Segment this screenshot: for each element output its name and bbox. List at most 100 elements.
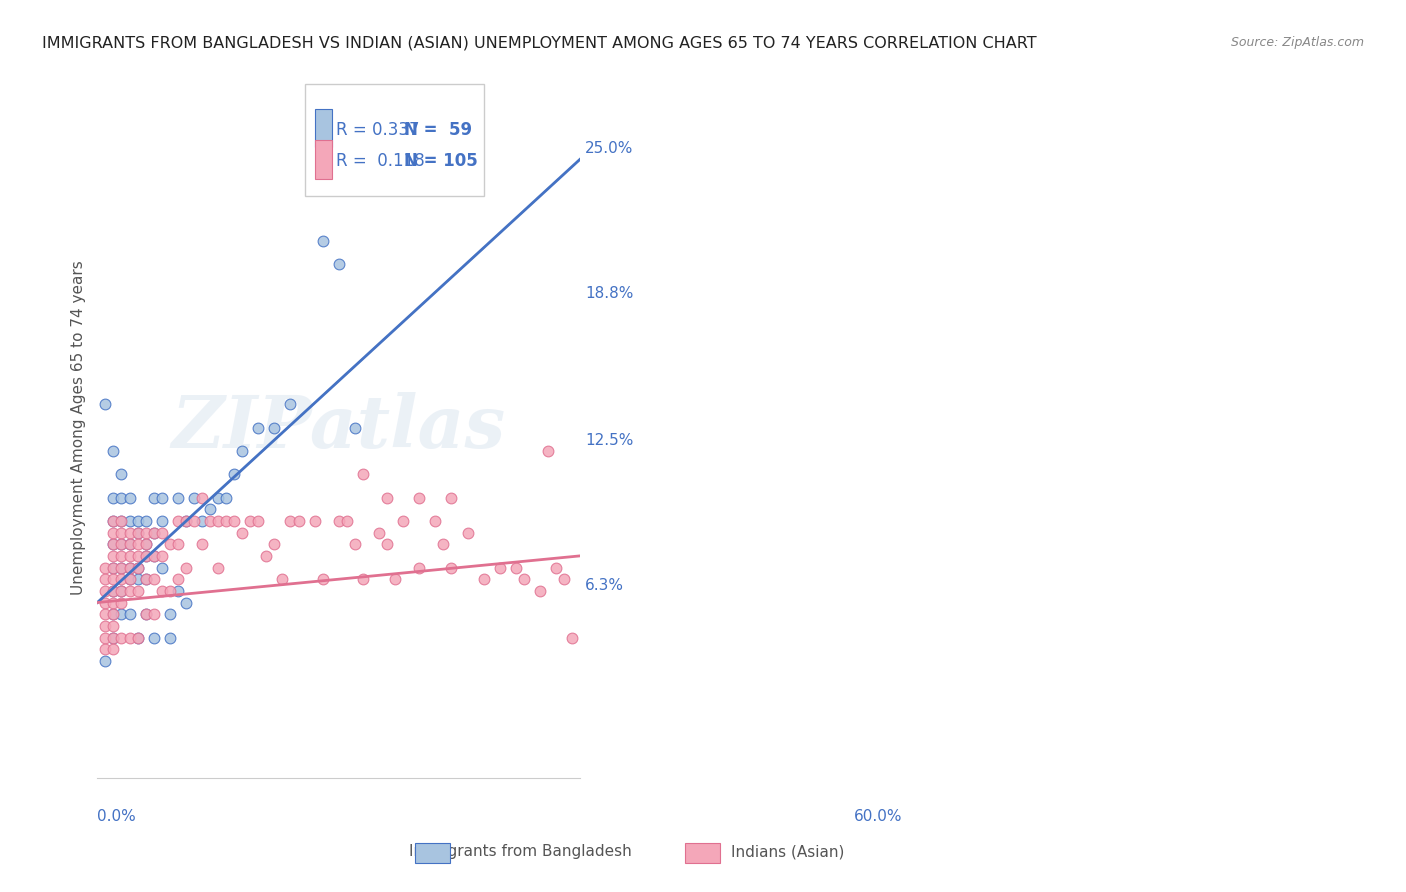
Point	[215, 514, 238, 528]
Point	[110, 467, 132, 482]
Point	[118, 525, 141, 540]
Point	[166, 491, 188, 505]
Point	[135, 549, 157, 563]
Text: Source: ZipAtlas.com: Source: ZipAtlas.com	[1230, 36, 1364, 49]
Point	[352, 572, 374, 586]
Point	[118, 607, 141, 622]
Point	[127, 537, 149, 551]
Point	[94, 607, 117, 622]
Point	[94, 654, 117, 668]
Point	[103, 537, 125, 551]
Point	[191, 514, 214, 528]
Point	[529, 583, 551, 598]
Point	[94, 583, 117, 598]
Point	[103, 631, 125, 645]
Point	[247, 514, 270, 528]
Point	[287, 514, 309, 528]
Point	[103, 583, 125, 598]
Point	[166, 572, 188, 586]
Text: Indians (Asian): Indians (Asian)	[731, 845, 844, 859]
Point	[118, 572, 141, 586]
Point	[94, 560, 117, 574]
Point	[159, 607, 181, 622]
Point	[135, 607, 157, 622]
Point	[103, 607, 125, 622]
Point	[118, 560, 141, 574]
Point	[118, 572, 141, 586]
Text: Immigrants from Bangladesh: Immigrants from Bangladesh	[409, 845, 631, 859]
FancyBboxPatch shape	[315, 140, 332, 179]
Point	[384, 572, 406, 586]
Point	[263, 537, 285, 551]
Point	[142, 572, 165, 586]
Point	[103, 631, 125, 645]
Point	[110, 583, 132, 598]
Point	[544, 560, 567, 574]
Point	[110, 514, 132, 528]
Point	[110, 491, 132, 505]
Point	[207, 514, 229, 528]
Point	[127, 572, 149, 586]
Point	[110, 549, 132, 563]
Point	[150, 525, 173, 540]
Point	[166, 583, 188, 598]
Point	[352, 467, 374, 482]
Point	[110, 537, 132, 551]
Point	[254, 549, 277, 563]
Point	[118, 537, 141, 551]
Point	[150, 549, 173, 563]
Point	[247, 420, 270, 434]
Point	[457, 525, 479, 540]
Point	[127, 525, 149, 540]
Point	[103, 491, 125, 505]
Point	[103, 549, 125, 563]
Point	[118, 514, 141, 528]
Point	[336, 514, 359, 528]
Point	[150, 491, 173, 505]
Point	[191, 537, 214, 551]
Point	[135, 549, 157, 563]
Point	[198, 514, 221, 528]
Point	[127, 583, 149, 598]
Point	[224, 514, 246, 528]
Point	[239, 514, 262, 528]
Point	[142, 631, 165, 645]
Point	[103, 607, 125, 622]
Point	[135, 537, 157, 551]
Text: 60.0%: 60.0%	[853, 809, 903, 824]
Point	[118, 537, 141, 551]
Point	[328, 257, 350, 271]
Point	[103, 642, 125, 657]
Point	[142, 549, 165, 563]
Point	[94, 642, 117, 657]
Point	[166, 514, 188, 528]
Point	[135, 514, 157, 528]
Point	[127, 631, 149, 645]
Point	[440, 491, 463, 505]
Point	[142, 491, 165, 505]
Point	[110, 537, 132, 551]
Point	[94, 572, 117, 586]
Point	[215, 491, 238, 505]
Point	[94, 619, 117, 633]
Point	[142, 525, 165, 540]
Point	[110, 607, 132, 622]
Point	[103, 560, 125, 574]
Point	[103, 443, 125, 458]
Point	[103, 595, 125, 609]
Point	[103, 514, 125, 528]
Point	[110, 583, 132, 598]
Point	[166, 537, 188, 551]
Point	[142, 549, 165, 563]
FancyBboxPatch shape	[315, 109, 332, 147]
Point	[488, 560, 510, 574]
Point	[408, 491, 430, 505]
Point	[150, 583, 173, 598]
Text: R =  0.118: R = 0.118	[336, 153, 425, 170]
Point	[110, 525, 132, 540]
Point	[127, 560, 149, 574]
Point	[375, 537, 398, 551]
Point	[127, 549, 149, 563]
Point	[118, 583, 141, 598]
Point	[174, 595, 197, 609]
